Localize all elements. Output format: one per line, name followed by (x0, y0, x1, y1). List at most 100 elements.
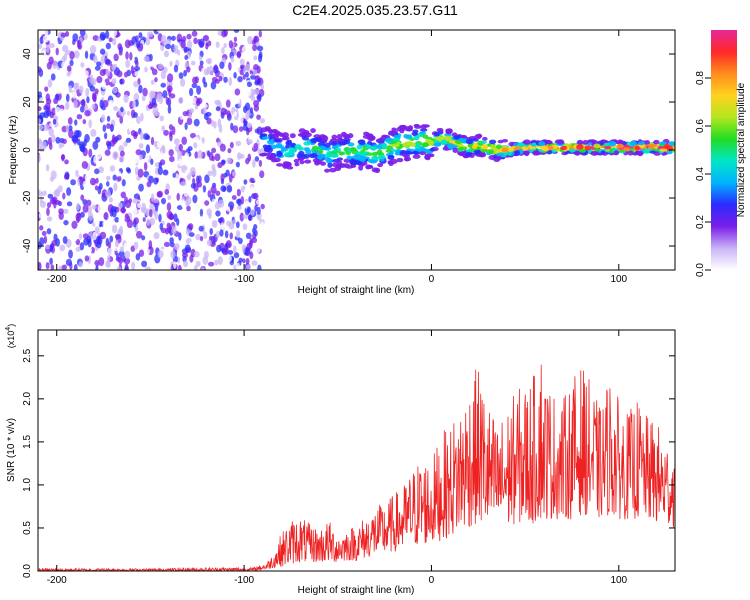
heatmap-cell (246, 81, 252, 88)
heatmap-cell (162, 90, 168, 99)
heatmap-cell (39, 112, 46, 119)
heatmap-cell (242, 214, 249, 220)
heatmap-cell (50, 264, 55, 270)
heatmap-cell (104, 149, 111, 156)
heatmap-cell (412, 154, 421, 159)
heatmap-cell (51, 196, 58, 205)
heatmap-cell (111, 224, 118, 234)
heatmap-cell (153, 177, 159, 185)
heatmap-cell (100, 55, 105, 65)
heatmap-cell (125, 51, 129, 60)
heatmap-cell (346, 155, 353, 160)
heatmap-cell (79, 176, 83, 186)
heatmap-cell (613, 150, 619, 156)
heatmap-cell (64, 31, 70, 37)
snr-y-multiplier-exp: 4 (5, 327, 12, 331)
heatmap-cell (173, 64, 179, 73)
heatmap-cell (298, 157, 305, 161)
heatmap-cell (121, 206, 126, 214)
heatmap-cell (141, 235, 146, 241)
heatmap-cell (186, 33, 192, 40)
heatmap-cell (131, 261, 136, 270)
heatmap-cell (38, 106, 42, 112)
heatmap-cell (242, 73, 246, 80)
heatmap-cell (410, 142, 416, 147)
heatmap-cell (353, 154, 360, 158)
heatmap-cell (226, 110, 231, 119)
x-tick-label: 100 (610, 575, 627, 586)
heatmap-cell (100, 114, 106, 123)
heatmap-cell (189, 108, 195, 114)
heatmap-cell (46, 207, 50, 216)
heatmap-cell (283, 163, 290, 168)
heatmap-cell (298, 128, 306, 134)
heatmap-cell (58, 166, 63, 173)
heatmap-cell (260, 127, 268, 133)
heatmap-cell (61, 154, 65, 162)
heatmap-cell (167, 195, 172, 200)
heatmap-cell (155, 262, 160, 270)
heatmap-cell (75, 213, 82, 222)
heatmap-cell (105, 229, 113, 236)
heatmap-cell (229, 205, 234, 212)
heatmap-cell (38, 153, 41, 163)
y-tick-label: 1.5 (22, 435, 33, 449)
heatmap-cell (227, 148, 232, 154)
heatmap-cell (69, 210, 75, 218)
heatmap-cell (138, 143, 144, 149)
heatmap-cell (49, 243, 54, 253)
heatmap-cell (258, 159, 263, 167)
heatmap-cell (260, 221, 265, 229)
heatmap-cell (276, 152, 283, 157)
heatmap-cell (259, 170, 265, 179)
heatmap-cell (68, 249, 73, 259)
heatmap-cell (150, 79, 155, 85)
heatmap-cell (106, 255, 111, 264)
heatmap-cell (135, 253, 141, 261)
heatmap-cell (150, 61, 157, 68)
heatmap-y-label: Frequency (Hz) (8, 116, 19, 185)
heatmap-cell (46, 44, 50, 53)
heatmap-cell (102, 124, 107, 132)
heatmap-cell (260, 118, 266, 124)
heatmap-cell (208, 261, 215, 267)
heatmap-cell (213, 64, 218, 71)
heatmap-cell (82, 199, 88, 205)
heatmap-cell (323, 146, 332, 151)
heatmap-cell (62, 44, 69, 53)
heatmap-cell (139, 131, 144, 141)
heatmap-cell (107, 247, 114, 256)
heatmap-cell (644, 140, 650, 145)
heatmap-cell (229, 232, 234, 240)
heatmap-cell (257, 93, 262, 103)
heatmap-cell (118, 216, 125, 225)
heatmap-cell (327, 162, 333, 168)
heatmap-cell (303, 147, 310, 152)
heatmap-cell (223, 76, 228, 83)
heatmap-cell (101, 80, 107, 90)
heatmap-cell (68, 85, 73, 94)
heatmap-cell (76, 40, 82, 49)
heatmap-cell (195, 233, 201, 241)
heatmap-cell (242, 223, 248, 231)
heatmap-cell (219, 143, 226, 152)
heatmap-cell (218, 75, 223, 82)
heatmap-cell (169, 156, 175, 163)
heatmap-cell (55, 136, 61, 144)
heatmap-cell (112, 37, 117, 46)
heatmap-cell (124, 250, 131, 260)
heatmap-cell (233, 252, 240, 259)
heatmap-cell (177, 158, 183, 167)
heatmap-cell (303, 141, 311, 146)
heatmap-cell (86, 199, 92, 207)
heatmap-cell (514, 150, 521, 155)
heatmap-cell (214, 99, 221, 105)
heatmap-cell (199, 236, 204, 242)
heatmap-cell (95, 136, 101, 143)
heatmap-cell (186, 117, 193, 126)
heatmap-cell (242, 258, 246, 264)
snr-y-ticks: 0.0 0.5 1.0 1.5 2.0 2.5 (22, 348, 675, 578)
heatmap-cell (117, 256, 124, 264)
heatmap-cell (163, 241, 171, 248)
heatmap-cell (233, 71, 237, 79)
